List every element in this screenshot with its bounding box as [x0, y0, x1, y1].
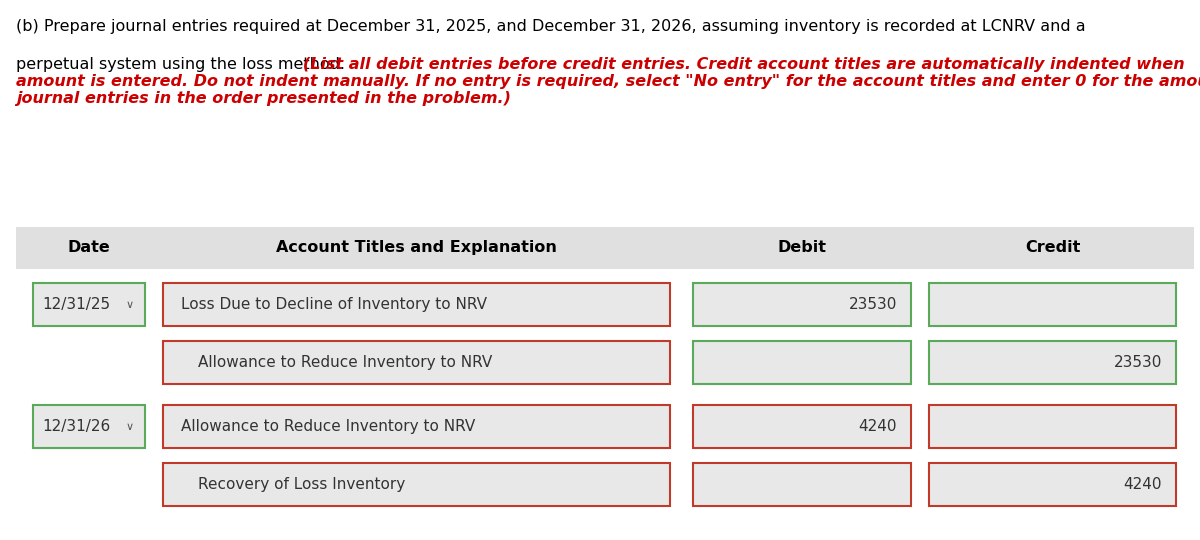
Text: Recovery of Loss Inventory: Recovery of Loss Inventory — [198, 477, 406, 492]
Text: Allowance to Reduce Inventory to NRV: Allowance to Reduce Inventory to NRV — [198, 355, 492, 370]
Bar — [163, 405, 670, 448]
Text: Loss Due to Decline of Inventory to NRV: Loss Due to Decline of Inventory to NRV — [180, 297, 486, 312]
Text: (b) Prepare journal entries required at December 31, 2025, and December 31, 2026: (b) Prepare journal entries required at … — [16, 19, 1085, 34]
Text: 12/31/25: 12/31/25 — [43, 297, 110, 312]
Text: ∨: ∨ — [125, 422, 133, 432]
Text: 12/31/26: 12/31/26 — [43, 419, 110, 434]
Bar — [163, 463, 670, 507]
Bar — [163, 341, 670, 384]
Text: perpetual system using the loss method.: perpetual system using the loss method. — [16, 57, 349, 72]
Bar — [929, 283, 1176, 326]
Text: 23530: 23530 — [1114, 355, 1162, 370]
Bar — [929, 405, 1176, 448]
Text: Debit: Debit — [778, 240, 827, 255]
Text: (List all debit entries before credit entries. Credit account titles are automat: (List all debit entries before credit en… — [16, 57, 1200, 106]
Bar — [694, 283, 911, 326]
Bar — [694, 463, 911, 507]
Bar — [163, 283, 670, 326]
Text: 23530: 23530 — [848, 297, 898, 312]
Text: Credit: Credit — [1025, 240, 1080, 255]
Text: 4240: 4240 — [858, 419, 898, 434]
Text: Account Titles and Explanation: Account Titles and Explanation — [276, 240, 557, 255]
Text: Allowance to Reduce Inventory to NRV: Allowance to Reduce Inventory to NRV — [180, 419, 475, 434]
Text: ∨: ∨ — [125, 300, 133, 309]
Bar — [34, 283, 145, 326]
Text: 4240: 4240 — [1123, 477, 1162, 492]
Bar — [929, 341, 1176, 384]
Text: Date: Date — [68, 240, 110, 255]
Bar — [694, 341, 911, 384]
Bar — [694, 405, 911, 448]
Bar — [16, 227, 1194, 268]
Bar — [929, 463, 1176, 507]
Bar — [34, 405, 145, 448]
